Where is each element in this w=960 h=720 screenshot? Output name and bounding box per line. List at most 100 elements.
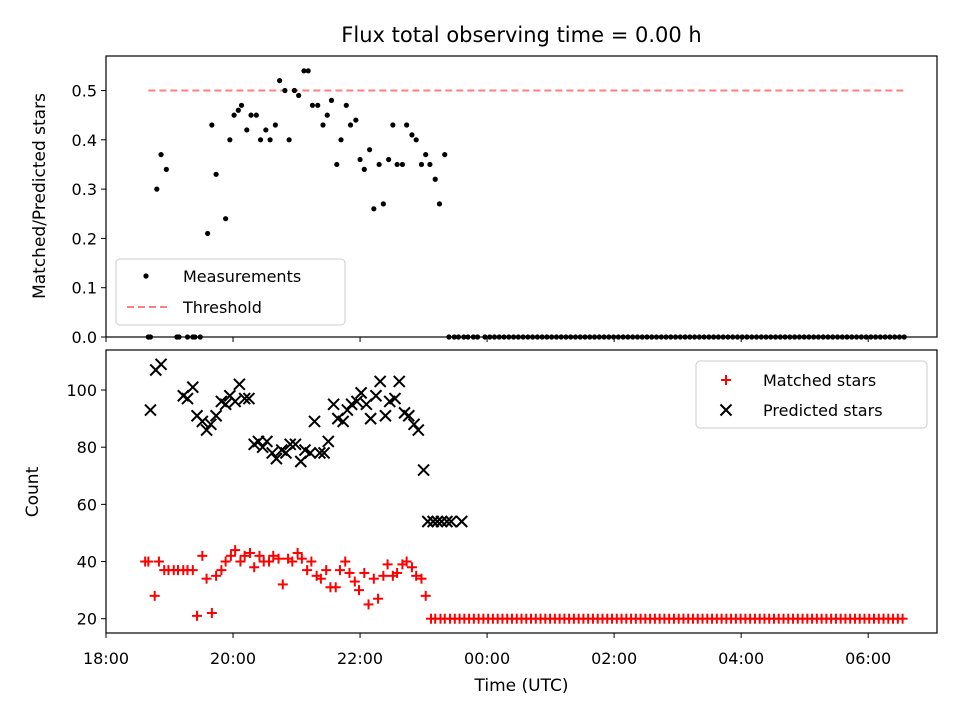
predicted-star-point — [209, 409, 223, 422]
legend-predicted-marker — [719, 403, 733, 417]
bottom-y-tick-label: 60 — [77, 495, 97, 514]
x-tick-label: 04:00 — [718, 649, 764, 668]
predicted-star-point — [327, 398, 340, 411]
predicted-star-point — [402, 409, 415, 422]
predicted-star-point — [350, 395, 364, 408]
predicted-star-point — [444, 515, 458, 528]
measurement-point — [277, 78, 283, 84]
measurement-point — [263, 127, 269, 133]
x-tick-label: 20:00 — [210, 649, 256, 668]
predicted-star-point — [144, 403, 157, 417]
predicted-star-point — [417, 463, 430, 477]
x-axis-label: Time (UTC) — [474, 676, 569, 696]
predicted-star-point — [354, 386, 368, 400]
measurement-point — [163, 166, 169, 172]
measurement-point — [205, 230, 211, 237]
measurement-point — [291, 87, 298, 94]
bottom-legend-box — [695, 360, 928, 429]
measurement-point — [328, 97, 335, 103]
matched-star-point — [149, 590, 160, 601]
predicted-star-point — [364, 412, 377, 425]
matched-star-point — [359, 567, 370, 578]
matched-star-point — [416, 573, 427, 584]
predicted-star-point — [289, 438, 302, 451]
matched-star-point — [249, 562, 260, 573]
measurement-point — [427, 161, 433, 168]
matched-star-point — [321, 565, 332, 576]
measurement-point — [380, 201, 386, 207]
measurement-point — [315, 102, 321, 108]
bottom-y-ticks: 20 40 60 80 100 — [66, 381, 106, 629]
measurement-point — [235, 107, 241, 113]
top-legend: Measurements Threshold — [115, 258, 346, 326]
matched-star-point — [235, 556, 246, 567]
measurement-point — [272, 122, 278, 128]
matched-star-point — [334, 565, 345, 576]
measurement-point — [347, 122, 354, 128]
measurement-point — [404, 122, 410, 128]
matched-star-point — [315, 573, 326, 584]
matched-star-point — [225, 550, 236, 561]
legend-matched-marker — [721, 375, 731, 385]
predicted-star-point — [455, 515, 468, 528]
predicted-star-point — [260, 435, 274, 448]
predicted-star-point — [304, 446, 317, 460]
measurement-point — [366, 147, 373, 153]
measurement-point — [353, 117, 359, 123]
predicted-star-point — [154, 358, 168, 371]
matched-star-point — [206, 607, 217, 618]
measurement-point — [309, 102, 316, 108]
bottom-x-ticks: 18:00 20:00 22:00 00:00 02:00 04:00 06:00 — [83, 633, 891, 668]
predicted-star-point — [233, 378, 246, 391]
matched-star-point — [192, 610, 203, 621]
predicted-star-point — [242, 392, 256, 405]
matched-star-point — [411, 570, 422, 581]
top-y-tick-label: 0.4 — [72, 131, 97, 150]
legend-matched-label: Matched stars — [763, 371, 876, 390]
measurement-point — [253, 112, 259, 118]
predicted-star-point — [322, 435, 335, 448]
predicted-star-point — [186, 380, 200, 394]
top-legend-box — [115, 258, 346, 326]
matched-star-point — [306, 556, 317, 567]
chart-title: Flux total observing time = 0.00 h — [341, 23, 701, 47]
predicted-star-point — [228, 395, 242, 408]
measurement-point — [361, 166, 367, 172]
matched-star-point — [254, 550, 265, 561]
matched-star-point — [296, 553, 307, 564]
matched-star-point — [244, 547, 255, 558]
matched-star-point — [392, 567, 403, 578]
measurement-point — [357, 156, 363, 163]
top-y-tick-label: 0.5 — [72, 82, 97, 101]
predicted-star-point — [407, 418, 421, 431]
predicted-star-point — [219, 398, 232, 411]
top-y-tick-label: 0.1 — [72, 279, 97, 298]
measurement-point — [223, 216, 229, 222]
measurement-point — [244, 127, 250, 133]
predicted-star-point — [440, 515, 454, 528]
predicted-star-point — [200, 423, 213, 437]
matched-star-point — [897, 613, 908, 624]
measurement-point — [320, 122, 326, 128]
predicted-star-point — [308, 415, 321, 428]
matched-star-point — [197, 550, 208, 561]
measurement-point — [324, 112, 330, 118]
predicted-star-point — [435, 515, 448, 528]
measurement-point — [418, 161, 425, 168]
measurement-point — [338, 137, 344, 143]
matched-star-point — [378, 570, 389, 581]
bottom-y-tick-label: 40 — [77, 553, 97, 572]
matched-star-point — [340, 556, 351, 567]
predicted-star-point — [196, 415, 209, 428]
matched-star-point — [230, 545, 241, 556]
measurement-point — [213, 171, 219, 177]
measurement-point — [371, 206, 377, 212]
predicted-star-point — [336, 415, 350, 428]
measurement-point — [442, 151, 448, 158]
x-tick-label: 22:00 — [337, 649, 383, 668]
legend-predicted-label: Predicted stars — [763, 401, 883, 420]
measurement-point — [436, 201, 443, 207]
measurement-point — [376, 161, 382, 168]
predicted-star-point — [431, 515, 444, 528]
